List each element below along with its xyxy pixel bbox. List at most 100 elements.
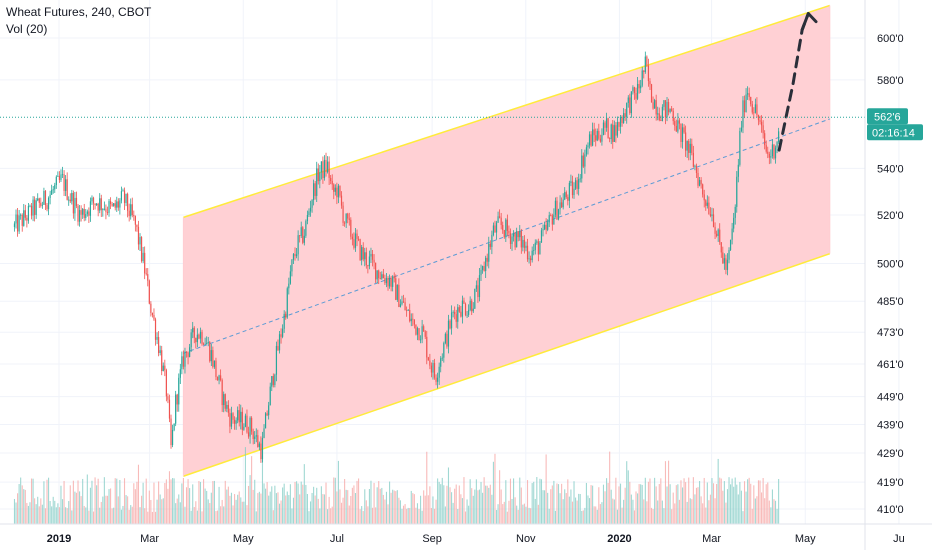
candle-body bbox=[317, 168, 319, 182]
candle-body bbox=[669, 108, 671, 113]
volume-bar bbox=[588, 498, 591, 524]
volume-bar bbox=[691, 499, 693, 524]
candle-body bbox=[393, 276, 395, 279]
volume-bar bbox=[136, 481, 138, 524]
candle-body bbox=[221, 380, 223, 406]
volume-bar bbox=[409, 508, 411, 524]
volume-bar bbox=[458, 485, 460, 524]
volume-bar bbox=[373, 482, 375, 524]
volume-bar bbox=[742, 511, 744, 524]
channel-upper-line bbox=[183, 4, 831, 219]
volume-bar bbox=[765, 484, 767, 524]
volume-bars bbox=[13, 447, 780, 524]
volume-bar bbox=[328, 496, 330, 524]
candle-body bbox=[127, 193, 129, 211]
volume-bar bbox=[82, 478, 84, 524]
candle-body bbox=[198, 334, 200, 339]
candle-body bbox=[206, 343, 208, 344]
candle-body bbox=[202, 343, 205, 345]
candle-body bbox=[646, 56, 648, 66]
volume-bar bbox=[24, 489, 26, 524]
candle-body bbox=[517, 231, 519, 238]
candle-body bbox=[581, 155, 583, 179]
candle-body bbox=[311, 200, 313, 208]
candle-body bbox=[224, 394, 226, 409]
volume-bar bbox=[247, 485, 250, 524]
volume-bar bbox=[579, 493, 581, 524]
volume-bar bbox=[41, 504, 43, 524]
candle-body bbox=[365, 252, 367, 266]
volume-bar bbox=[368, 489, 370, 524]
candle-body bbox=[193, 327, 195, 338]
volume-bar bbox=[379, 488, 381, 524]
volume-bar bbox=[278, 503, 281, 524]
volume-bar bbox=[266, 482, 268, 524]
candle-body bbox=[488, 243, 490, 262]
candle-body bbox=[99, 198, 101, 211]
time-axis[interactable]: 2019 Mar May Jul Sep Nov 2020 Mar May Ju bbox=[0, 523, 932, 545]
candle-body bbox=[133, 215, 135, 217]
candle-body bbox=[430, 365, 433, 373]
volume-bar bbox=[647, 481, 649, 524]
volume-bar bbox=[637, 493, 639, 524]
candle-body bbox=[413, 319, 415, 325]
candle-body bbox=[280, 334, 282, 337]
volume-bar bbox=[446, 485, 448, 524]
volume-bar bbox=[49, 501, 51, 524]
price-axis[interactable]: 600'0 580'0 540'0 520'0 500'0 485'0 473'0 461'0… bbox=[864, 0, 904, 550]
volume-bar bbox=[748, 477, 750, 524]
candle-body bbox=[683, 127, 685, 133]
candle-body bbox=[511, 236, 513, 245]
candle-body bbox=[630, 91, 632, 114]
candle-body bbox=[661, 106, 663, 121]
volume-bar bbox=[650, 507, 653, 524]
volume-bar bbox=[542, 490, 544, 524]
volume-bar bbox=[429, 486, 431, 524]
candle-body bbox=[525, 245, 527, 248]
candle-body bbox=[223, 394, 225, 406]
candle-body bbox=[237, 410, 239, 421]
candle-body bbox=[463, 300, 465, 304]
volume-bar bbox=[68, 501, 70, 524]
volume-bar bbox=[122, 505, 124, 524]
volume-bar bbox=[587, 495, 589, 524]
volume-bar bbox=[74, 491, 76, 524]
volume-bar bbox=[362, 511, 364, 524]
volume-bar bbox=[449, 487, 451, 524]
volume-bar bbox=[168, 471, 171, 524]
candle-body bbox=[13, 223, 16, 227]
volume-bar bbox=[285, 495, 287, 524]
volume-bar bbox=[309, 501, 312, 524]
candle-body bbox=[353, 239, 355, 248]
candle-body bbox=[113, 203, 115, 206]
candle-body bbox=[762, 125, 764, 134]
volume-bar bbox=[523, 503, 525, 524]
candle-body bbox=[268, 405, 270, 416]
candle-body bbox=[647, 65, 650, 82]
candle-body bbox=[82, 208, 84, 215]
time-tick-label: 2020 bbox=[607, 533, 631, 545]
candle-body bbox=[409, 309, 411, 322]
candle-body bbox=[593, 129, 595, 136]
candle-body bbox=[243, 426, 245, 430]
candle-body bbox=[97, 203, 99, 211]
volume-bar bbox=[528, 507, 530, 524]
candle-body bbox=[592, 129, 594, 146]
candle-body bbox=[540, 230, 543, 243]
candle-body bbox=[536, 241, 538, 243]
volume-bar bbox=[556, 483, 558, 524]
parallel-channel[interactable] bbox=[182, 4, 831, 477]
volume-bar bbox=[269, 491, 271, 524]
volume-bar bbox=[26, 502, 28, 524]
candle-body bbox=[156, 337, 158, 340]
volume-bar bbox=[526, 480, 529, 524]
candle-body bbox=[308, 211, 310, 215]
candle-body bbox=[109, 201, 112, 204]
price-tick-label: 410'0 bbox=[877, 504, 904, 516]
volume-bar bbox=[302, 484, 304, 524]
candle-body bbox=[233, 419, 236, 424]
candle-body bbox=[195, 337, 197, 343]
volume-bar bbox=[482, 492, 484, 524]
